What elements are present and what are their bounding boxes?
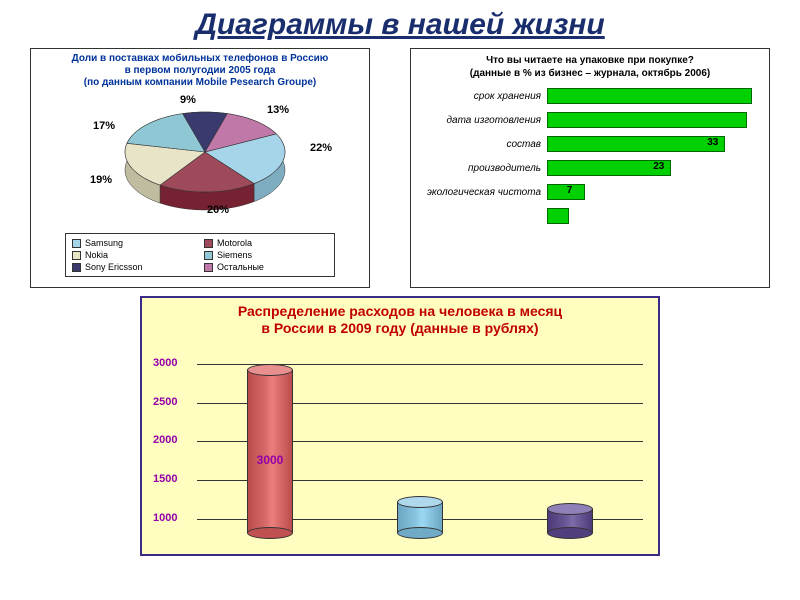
cyl-bottom-ellipse: [547, 527, 593, 539]
legend-swatch: [204, 239, 213, 248]
hbar-row: состав 33: [417, 136, 763, 152]
hbar-track: 7: [547, 184, 763, 200]
hbar-row: производитель 23: [417, 160, 763, 176]
hbar-value: 33: [707, 137, 718, 148]
cyl-top-ellipse: [247, 364, 293, 376]
hbar-row: экологическая чистота 7: [417, 184, 763, 200]
hbar-row: дата изготовления: [417, 112, 763, 128]
hbar-title-line1: Что вы читаете на упаковке при покупке?: [417, 55, 763, 68]
legend-swatch: [204, 251, 213, 260]
hbar-title: Что вы читаете на упаковке при покупке? …: [417, 55, 763, 80]
legend-swatch: [204, 263, 213, 272]
hbar-rows: срок хранения дата изготовления состав 33 пр…: [417, 88, 763, 224]
hbar-label: производитель: [417, 163, 547, 174]
hbar-value: 23: [653, 161, 664, 172]
legend-label: Motorola: [217, 238, 252, 248]
hbar-title-line2: (данные в % из бизнес – журнала, октябрь…: [417, 68, 763, 81]
pie-slice-label: 19%: [90, 174, 112, 186]
pie-title: Доли в поставках мобильных телефонов в Р…: [35, 53, 365, 89]
cyl-value-label: 3000: [247, 453, 293, 467]
pie-svg: [35, 92, 365, 227]
cyl-top-ellipse: [397, 496, 443, 508]
hbar-label: срок хранения: [417, 91, 547, 102]
hbar-row: [417, 208, 763, 224]
hbar-label: дата изготовления: [417, 115, 547, 126]
legend-item: Остальные: [204, 262, 328, 272]
hbar-fill: [547, 88, 752, 104]
legend-label: Sony Ericsson: [85, 262, 143, 272]
pie-legend: Samsung Motorola Nokia Siemens Sony Ericsson…: [65, 233, 335, 277]
hbar-track: [547, 208, 763, 224]
legend-swatch: [72, 251, 81, 260]
legend-item: Motorola: [204, 238, 328, 248]
cyl-title-line1: Распределение расходов на человека в мес…: [147, 303, 653, 320]
y-tick-label: 1500: [153, 473, 177, 485]
y-tick-label: 2000: [153, 434, 177, 446]
pie-slice-label: 17%: [93, 120, 115, 132]
hbar-fill: [547, 208, 569, 224]
pie-title-line3: (по данным компании Mobile Pesearch Grou…: [35, 77, 365, 89]
legend-label: Nokia: [85, 250, 108, 260]
cylinder-wrap: Распределение расходов на человека в мес…: [0, 296, 800, 556]
page-title: Диаграммы в нашей жизни: [0, 0, 800, 48]
cyl-bottom-ellipse: [397, 527, 443, 539]
legend-item: Sony Ericsson: [72, 262, 196, 272]
pie-title-line2: в первом полугодии 2005 года: [35, 65, 365, 77]
cylinder-bar: [547, 503, 593, 538]
pie-slice-label: 13%: [267, 104, 289, 116]
pie-chart: Доли в поставках мобильных телефонов в Р…: [30, 48, 370, 288]
pie-slice-label: 9%: [180, 94, 196, 106]
legend-item: Siemens: [204, 250, 328, 260]
y-tick-label: 1000: [153, 512, 177, 524]
hbar-label: состав: [417, 139, 547, 150]
y-tick-label: 2500: [153, 396, 177, 408]
hbar-track: [547, 112, 763, 128]
pie-title-line1: Доли в поставках мобильных телефонов в Р…: [35, 53, 365, 65]
hbar-chart: Что вы читаете на упаковке при покупке? …: [410, 48, 770, 288]
legend-swatch: [72, 263, 81, 272]
cyl-title-line2: в России в 2009 году (данные в рублях): [147, 320, 653, 337]
pie-area: 22% 20% 19% 17% 9% 13%: [35, 92, 365, 227]
cyl-bottom-ellipse: [247, 527, 293, 539]
cyl-body: [247, 370, 293, 533]
pie-slice-label: 22%: [310, 142, 332, 154]
pie-slice-label: 20%: [207, 204, 229, 216]
legend-label: Siemens: [217, 250, 252, 260]
legend-label: Samsung: [85, 238, 123, 248]
cyl-area: 3000 2500 2000 1500 1000 3000: [147, 341, 653, 531]
top-row: Доли в поставках мобильных телефонов в Р…: [0, 48, 800, 288]
hbar-value: 7: [567, 185, 573, 196]
hbar-row: срок хранения: [417, 88, 763, 104]
legend-item: Samsung: [72, 238, 196, 248]
y-tick-label: 3000: [153, 357, 177, 369]
cylinder-chart: Распределение расходов на человека в мес…: [140, 296, 660, 556]
legend-swatch: [72, 239, 81, 248]
hbar-track: 33: [547, 136, 763, 152]
cylinder-bar: 3000: [247, 364, 293, 539]
cyl-title: Распределение расходов на человека в мес…: [147, 303, 653, 337]
hbar-track: 23: [547, 160, 763, 176]
hbar-fill: [547, 136, 725, 152]
hbar-track: [547, 88, 763, 104]
hbar-fill: [547, 112, 747, 128]
cylinder-bar: [397, 496, 443, 539]
hbar-label: экологическая чистота: [417, 187, 547, 198]
legend-item: Nokia: [72, 250, 196, 260]
legend-label: Остальные: [217, 262, 264, 272]
